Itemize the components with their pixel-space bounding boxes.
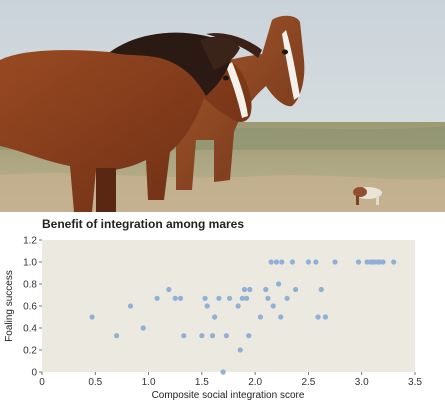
data-point [239, 295, 245, 301]
plot-area [42, 240, 415, 372]
data-point [289, 259, 296, 265]
horses-photo [0, 0, 445, 212]
x-tick-label: 2.0 [248, 377, 262, 388]
data-point [172, 295, 178, 301]
data-point [114, 333, 120, 339]
data-point [318, 286, 324, 293]
data-point [305, 259, 312, 265]
data-point [380, 259, 386, 265]
data-point [89, 314, 95, 320]
data-point [237, 347, 243, 353]
x-tick-label: 1.5 [195, 377, 209, 388]
data-point [202, 295, 208, 301]
data-point [263, 286, 269, 293]
data-point [278, 314, 284, 320]
data-point [226, 295, 233, 301]
data-point [284, 295, 290, 301]
data-point [265, 295, 271, 301]
data-point [181, 333, 187, 339]
data-point [209, 333, 216, 339]
data-point [204, 303, 210, 309]
data-point [241, 286, 248, 293]
data-point [235, 303, 241, 309]
data-point [315, 314, 321, 320]
data-point [270, 303, 276, 309]
data-point [177, 295, 184, 301]
data-point [199, 333, 205, 339]
x-tick-label: 1.0 [142, 377, 156, 388]
y-tick-label: 1.2 [23, 236, 37, 247]
y-tick-label: 0.6 [23, 302, 37, 313]
y-tick-label: 0.4 [23, 324, 37, 335]
data-point [212, 314, 218, 320]
data-points [89, 259, 397, 375]
x-axis-label: Composite social integration score [152, 390, 305, 401]
x-axis-ticks: 0 0.5 1.0 1.5 2.0 2.5 3.0 3.5 [39, 372, 422, 388]
data-point [313, 259, 319, 265]
data-point [355, 259, 362, 265]
data-point [322, 314, 329, 320]
data-point [140, 325, 146, 331]
data-point [268, 259, 274, 265]
y-tick-label: 1.0 [23, 258, 37, 269]
y-tick-label: 0 [31, 368, 37, 379]
x-tick-label: 3.5 [408, 377, 422, 388]
y-axis-ticks: 0 0.2 0.4 0.6 0.8 1.0 1.2 [23, 236, 42, 379]
y-tick-label: 0.8 [23, 280, 37, 291]
data-point [127, 303, 134, 309]
data-point [247, 286, 253, 293]
data-point [220, 369, 226, 375]
x-tick-label: 0 [39, 377, 45, 388]
scatter-chart: 0 0.2 0.4 0.6 0.8 1.0 1.2 0 0.5 1.0 1.5 2.0 2.5 3.0 3… [4, 236, 422, 402]
data-point [166, 286, 172, 293]
x-tick-label: 2.5 [301, 377, 315, 388]
data-point [391, 259, 397, 265]
y-axis-label: Foaling success [4, 270, 15, 342]
data-point [154, 295, 160, 301]
data-point [246, 333, 252, 339]
x-tick-label: 3.0 [355, 377, 369, 388]
data-point [216, 295, 222, 301]
data-point [293, 286, 299, 293]
chart-title: Benefit of integration among mares [42, 217, 245, 231]
x-tick-label: 0.5 [88, 377, 102, 388]
data-point [332, 259, 338, 265]
data-point [279, 259, 285, 265]
data-point [275, 281, 282, 287]
data-point [257, 314, 264, 320]
y-tick-label: 0.2 [23, 346, 37, 357]
data-point [223, 333, 229, 339]
data-point [273, 259, 280, 265]
data-point [244, 295, 250, 301]
